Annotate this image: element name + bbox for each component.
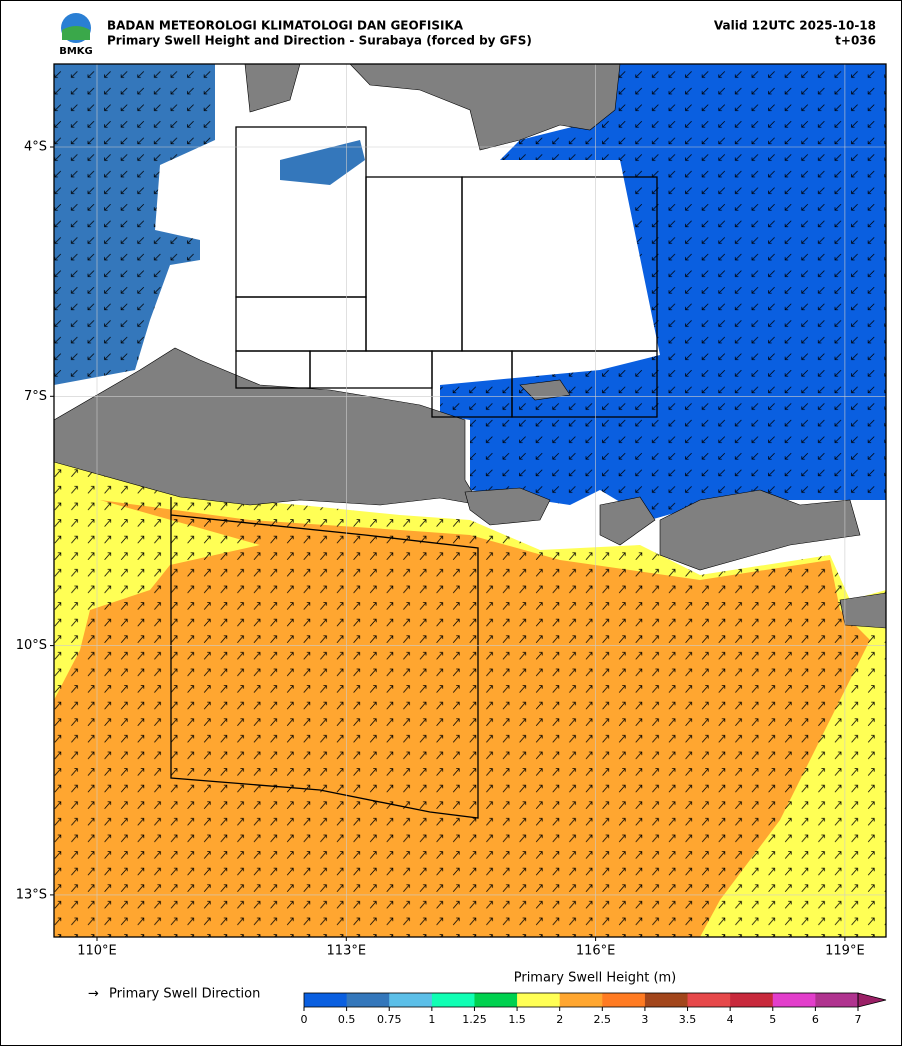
colorbar-tick-label: 0.75: [377, 1013, 402, 1026]
logo: BMKG: [59, 13, 93, 57]
map: [54, 64, 886, 937]
colorbar-tick-label: 6: [812, 1013, 819, 1026]
colorbar-segment: [304, 993, 348, 1007]
colorbar-tick-label: 2.5: [594, 1013, 612, 1026]
colorbar-tick-label: 0.5: [338, 1013, 356, 1026]
colorbar-segment: [346, 993, 390, 1007]
colorbar-tick-label: 0: [301, 1013, 308, 1026]
colorbar-tick-label: 3.5: [679, 1013, 697, 1026]
lon-label: 113°E: [327, 944, 367, 959]
colorbar-tick-label: 7: [855, 1013, 862, 1026]
colorbar-tick-label: 5: [769, 1013, 776, 1026]
colorbar-segment: [687, 993, 731, 1007]
legend-arrow: →: [88, 987, 99, 1002]
colorbar-segment: [474, 993, 518, 1007]
lon-label: 116°E: [576, 944, 616, 959]
colorbar-segment: [815, 993, 859, 1007]
colorbar-segment: [559, 993, 603, 1007]
colorbar-tick-label: 4: [727, 1013, 734, 1026]
agency: BADAN METEOROLOGI KLIMATOLOGI DAN GEOFIS…: [107, 19, 464, 33]
land: [54, 64, 886, 629]
lon-label: 110°E: [77, 944, 117, 959]
legend-label: Primary Swell Direction: [109, 987, 260, 1002]
colorbar-segment: [644, 993, 689, 1007]
subtitle: Primary Swell Height and Direction - Sur…: [107, 34, 532, 48]
lat-label: 4°S: [24, 140, 47, 155]
colorbar-title: Primary Swell Height (m): [514, 971, 677, 986]
colorbar-segment: [517, 993, 561, 1007]
map-frame: [53, 63, 887, 938]
colorbar-segment: [730, 993, 774, 1007]
lead-time: t+036: [835, 34, 876, 48]
colorbar-segment: [431, 993, 475, 1007]
lon-label: 119°E: [825, 944, 865, 959]
valid-time: Valid 12UTC 2025-10-18: [714, 19, 876, 33]
lat-label: 13°S: [16, 887, 47, 902]
colorbar-tick-label: 2: [556, 1013, 563, 1026]
colorbar-segment: [602, 993, 646, 1007]
colorbar-tick-label: 1: [428, 1013, 435, 1026]
colorbar-tick-label: 3: [641, 1013, 648, 1026]
colorbar-frame: [303, 992, 859, 1008]
zone-boundaries: [170, 126, 658, 819]
colorbar-tick-label: 1.25: [462, 1013, 487, 1026]
lat-label: 10°S: [16, 638, 47, 653]
logo-text: BMKG: [59, 46, 93, 57]
colorbar-tick-label: 1.5: [508, 1013, 526, 1026]
colorbar-segment: [772, 993, 816, 1007]
lat-label: 7°S: [24, 389, 47, 404]
colorbar-segment: [389, 993, 433, 1007]
